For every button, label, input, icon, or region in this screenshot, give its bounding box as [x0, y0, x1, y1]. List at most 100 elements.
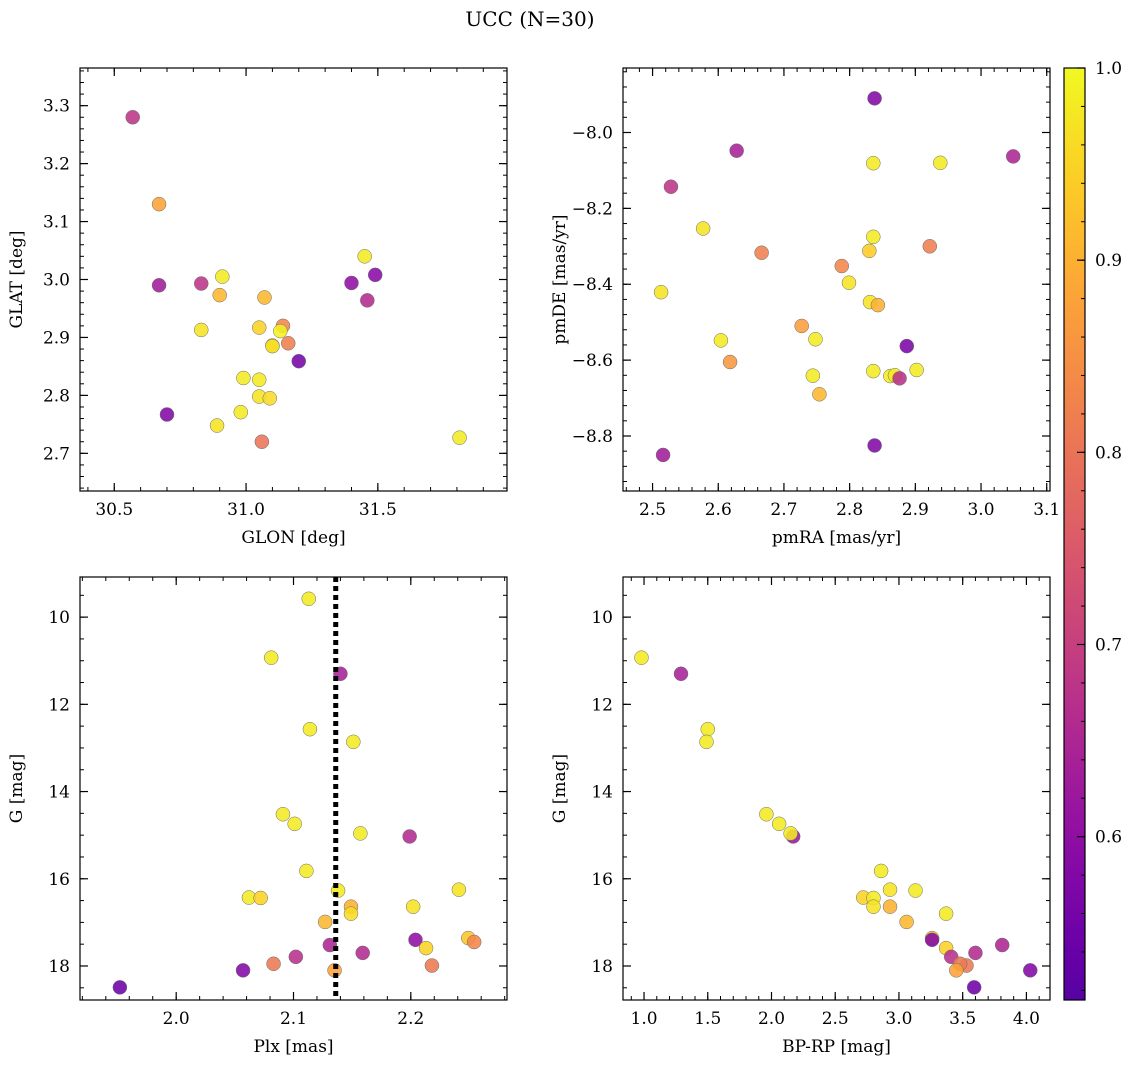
y-axis-label: G [mag] — [550, 754, 570, 823]
panel-3: 2.0 2.1 2.2 10 12 14 16 18 Plx [mas] G [mag] — [7, 576, 508, 1057]
colorbar-tick-label: 0.8 — [1095, 443, 1122, 463]
x-tick-label: 30.5 — [95, 500, 133, 520]
scatter-point — [288, 949, 304, 965]
scatter-points — [653, 91, 1021, 463]
y-tick-label: 2.8 — [43, 386, 70, 406]
scatter-point — [834, 258, 850, 274]
scatter-point — [215, 269, 230, 284]
x-tick-label: 2.8 — [836, 500, 863, 520]
x-tick-label: 2.7 — [770, 500, 797, 520]
colorbar-gradient — [1063, 67, 1086, 1001]
scatter-point — [159, 407, 175, 422]
scatter-point — [713, 333, 729, 348]
y-tick-label: 14 — [591, 783, 613, 803]
scatter-point — [994, 937, 1010, 953]
y-tick-label: 12 — [591, 695, 613, 715]
panel-2: 2.5 2.6 2.7 2.8 2.9 3.0 3.1 −8.8 −8.6 −8.4 −8.2 −8.… — [550, 67, 1060, 548]
x-tick-label: 3.0 — [885, 1009, 912, 1029]
scatter-point — [922, 239, 938, 254]
x-tick-label: 2.1 — [280, 1009, 307, 1029]
panels: 30.5 31.0 31.5 2.7 2.8 2.9 3.0 3.1 3.2 3.3 GLON [d… — [7, 67, 1060, 1057]
y-tick-label: 3.1 — [43, 213, 70, 233]
scatter-point — [235, 963, 251, 978]
scatter-point — [812, 387, 827, 402]
scatter-point — [357, 249, 372, 264]
scatter-point — [699, 734, 714, 750]
scatter-point — [212, 287, 227, 303]
scatter-point — [353, 826, 368, 841]
scatter-point — [899, 338, 915, 354]
scatter-point — [151, 196, 167, 212]
scatter-point — [882, 899, 898, 914]
y-tick-label: 3.3 — [43, 97, 70, 117]
y-tick-label: 10 — [48, 608, 70, 628]
x-tick-label: 1.0 — [631, 1009, 658, 1029]
scatter-point — [867, 91, 882, 106]
x-axis-label: pmRA [mas/yr] — [772, 528, 901, 548]
scatter-points — [634, 650, 1038, 995]
plot-frame — [622, 67, 1051, 492]
scatter-point — [408, 932, 423, 948]
scatter-point — [909, 362, 924, 378]
y-tick-label: 3.2 — [43, 155, 70, 175]
scatter-point — [655, 447, 671, 463]
figure-title: UCC (N=30) — [465, 7, 594, 31]
y-tick-label: −8.8 — [572, 427, 613, 447]
scatter-point — [700, 721, 716, 737]
scatter-point — [673, 666, 689, 682]
y-tick-label: −8.0 — [572, 123, 613, 143]
y-tick-label: 18 — [591, 957, 613, 977]
scatter-point — [291, 353, 307, 369]
scatter-point — [209, 418, 225, 433]
scatter-point — [805, 368, 821, 383]
scatter-point — [808, 332, 823, 347]
scatter-point — [899, 914, 914, 930]
scatter-point — [251, 320, 267, 335]
scatter-point — [263, 650, 279, 665]
y-tick-label: −8.6 — [572, 351, 613, 371]
scatter-point — [867, 438, 882, 453]
y-tick-label: 2.9 — [43, 328, 70, 348]
scatter-point — [873, 863, 889, 879]
scatter-point — [280, 335, 296, 351]
plot-frame — [79, 576, 508, 1001]
scatter-point — [251, 372, 267, 387]
scatter-point — [949, 963, 964, 978]
scatter-point — [866, 363, 881, 379]
x-tick-label: 2.0 — [758, 1009, 785, 1029]
scatter-point — [892, 371, 907, 386]
scatter-point — [866, 899, 881, 914]
scatter-point — [1005, 149, 1021, 164]
scatter-point — [402, 829, 417, 844]
scatter-point — [344, 275, 359, 291]
scatter-point — [466, 934, 482, 950]
scatter-point — [360, 293, 375, 308]
scatter-point — [253, 890, 268, 906]
scatter-points — [112, 591, 482, 995]
scatter-point — [302, 721, 318, 737]
scatter-point — [193, 322, 209, 338]
scatter-point — [257, 290, 272, 305]
scatter-point — [418, 940, 434, 956]
scatter-point — [908, 883, 923, 898]
x-tick-label: 31.5 — [359, 500, 397, 520]
scatter-point — [193, 276, 209, 291]
colorbar-tick-label: 0.6 — [1095, 828, 1122, 848]
x-tick-label: 2.9 — [902, 500, 929, 520]
scatter-point — [729, 143, 744, 158]
scatter-point — [254, 434, 270, 449]
scatter-point — [287, 816, 302, 832]
colorbar-tick-label: 0.9 — [1095, 251, 1122, 271]
y-axis-label: pmDE [mas/yr] — [550, 214, 570, 344]
x-tick-label: 1.5 — [694, 1009, 721, 1029]
y-axis-label: GLAT [deg] — [7, 230, 27, 328]
scatter-point — [938, 906, 954, 921]
scatter-point — [301, 591, 316, 607]
scatter-point — [424, 958, 440, 973]
scatter-point — [405, 899, 421, 914]
y-tick-label: 10 — [591, 608, 613, 628]
scatter-point — [265, 338, 280, 354]
scatter-point — [722, 354, 738, 370]
scatter-point — [452, 430, 467, 445]
